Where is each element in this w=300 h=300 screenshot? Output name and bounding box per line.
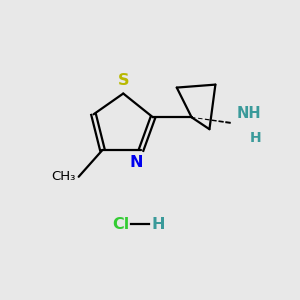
Text: H: H <box>250 131 261 145</box>
Text: N: N <box>130 155 143 170</box>
Text: CH₃: CH₃ <box>51 170 76 183</box>
Text: S: S <box>118 73 129 88</box>
Text: Cl: Cl <box>112 217 129 232</box>
Text: H: H <box>152 217 165 232</box>
Text: NH: NH <box>237 106 261 121</box>
